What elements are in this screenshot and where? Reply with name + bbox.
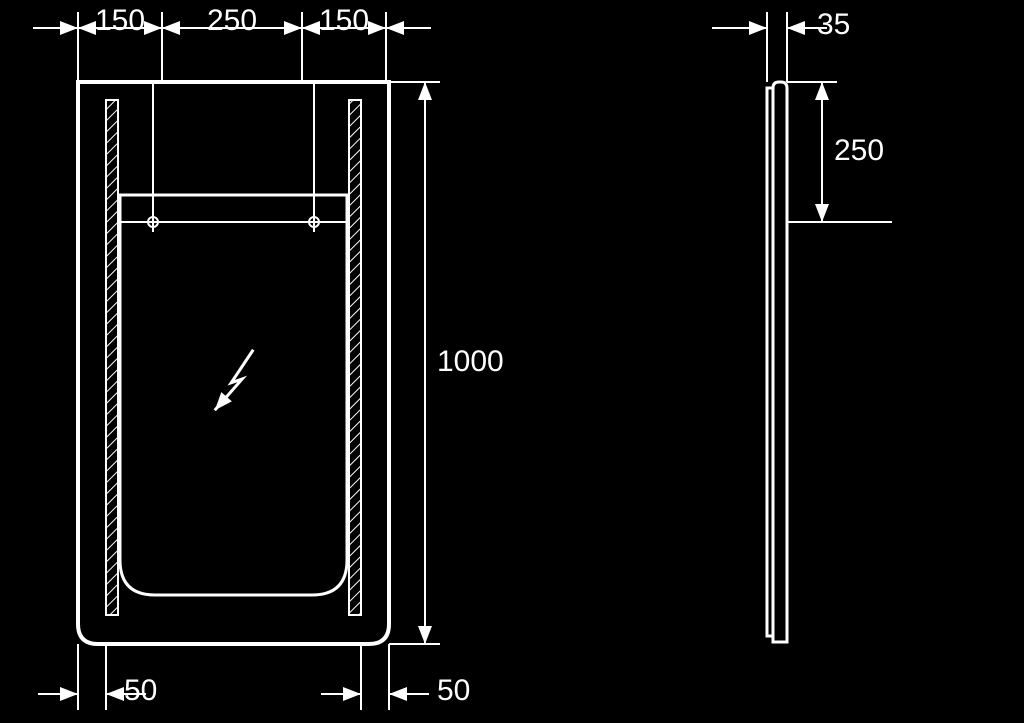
dim-label: 1000 — [437, 345, 504, 378]
dim-label: 150 — [319, 4, 369, 37]
front-view — [78, 82, 389, 644]
dim-label: 50 — [124, 674, 157, 707]
dim-label: 150 — [95, 4, 145, 37]
dim-label: 35 — [817, 8, 850, 41]
side-view — [767, 82, 787, 642]
inner-panel — [120, 195, 347, 595]
led-strip-left — [106, 100, 118, 615]
dim-label: 50 — [437, 674, 470, 707]
dim-label: 250 — [207, 4, 257, 37]
dim-label: 250 — [834, 134, 884, 167]
led-strip-right — [349, 100, 361, 615]
mirror-outline — [78, 82, 389, 644]
side-panel — [773, 82, 787, 642]
